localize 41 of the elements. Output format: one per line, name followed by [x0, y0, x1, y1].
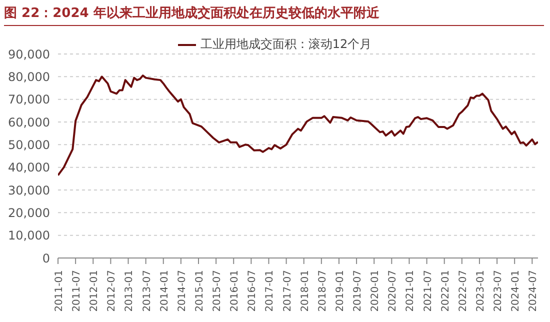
x-tick-label: 2023-01 — [475, 270, 486, 312]
y-tick-label: 30,000 — [8, 183, 50, 198]
x-tick-label: 2016-01 — [230, 270, 241, 312]
x-tick-label: 2011-01 — [54, 270, 65, 312]
x-tick-label: 2013-01 — [124, 270, 136, 312]
y-tick-label: 20,000 — [8, 206, 50, 220]
chart-title: 图 22：2024 年以来工业用地成交面积处在历史较低的水平附近 — [4, 4, 544, 26]
x-tick-label: 2019-01 — [334, 270, 346, 312]
y-tick-label: 80,000 — [8, 70, 50, 84]
legend-label: 工业用地成交面积：滚动12个月 — [200, 36, 372, 53]
x-tick-label: 2020-07 — [388, 270, 399, 312]
x-tick-label: 2021-07 — [422, 270, 434, 312]
y-tick-label: 0 — [42, 251, 50, 266]
x-tick-label: 2018-07 — [317, 270, 328, 312]
x-tick-label: 2021-01 — [405, 270, 416, 312]
x-tick-label: 2017-07 — [282, 270, 294, 312]
x-tick-label: 2015-07 — [212, 270, 224, 312]
x-tick-label: 2018-01 — [300, 270, 311, 312]
x-tick-label: 2024-07 — [528, 270, 540, 312]
y-tick-label: 50,000 — [8, 138, 50, 152]
y-tick-label: 90,000 — [8, 47, 50, 62]
x-tick-label: 2014-01 — [159, 270, 170, 312]
x-tick-label: 2019-07 — [352, 270, 364, 312]
x-tick-label: 2017-01 — [264, 270, 276, 312]
x-tick-label: 2022-07 — [458, 270, 469, 312]
x-tick-label: 2014-07 — [176, 270, 188, 312]
x-tick-label: 2016-07 — [247, 270, 258, 312]
y-tick-label: 10,000 — [8, 228, 50, 243]
x-tick-label: 2013-07 — [142, 270, 153, 312]
x-tick-label: 2022-01 — [440, 270, 452, 312]
y-tick-label: 60,000 — [8, 115, 50, 130]
y-tick-label: 40,000 — [8, 160, 50, 175]
x-tick-label: 2011-07 — [72, 270, 83, 312]
x-tick-label: 2023-07 — [493, 270, 504, 312]
x-tick-label: 2012-01 — [89, 270, 100, 312]
line-series — [58, 74, 538, 176]
x-tick-label: 2015-01 — [194, 270, 206, 312]
y-tick-label: 70,000 — [8, 92, 50, 107]
x-tick-label: 2012-07 — [106, 270, 118, 312]
x-tick-label: 2020-01 — [370, 270, 382, 312]
x-tick-label: 2024-01 — [510, 270, 522, 312]
